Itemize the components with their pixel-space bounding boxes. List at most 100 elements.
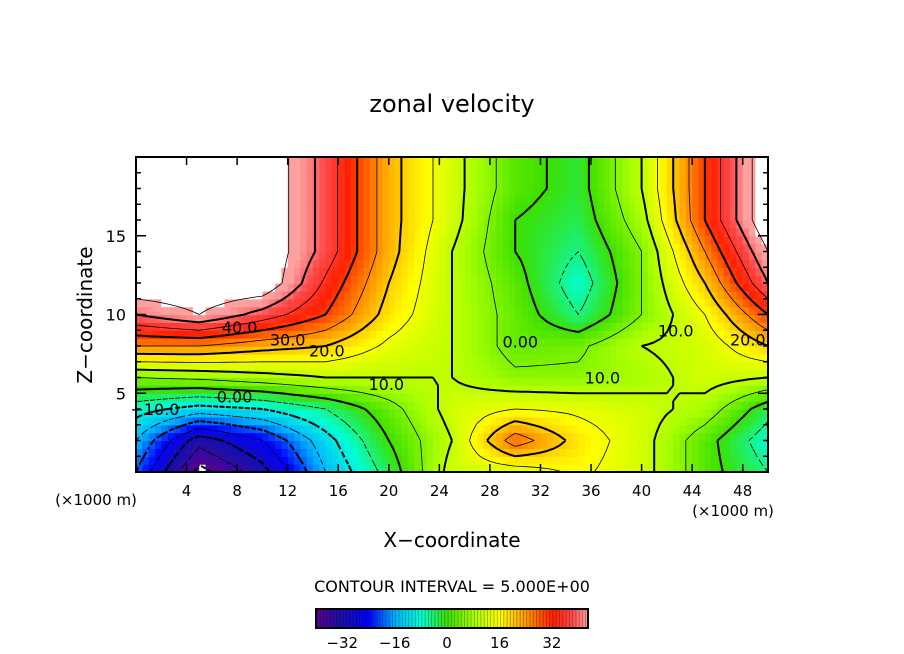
heatmap-cell xyxy=(439,456,447,465)
heatmap-cell xyxy=(433,416,440,426)
heatmap-cell xyxy=(325,212,333,221)
heatmap-cell xyxy=(439,314,447,323)
heatmap-cell xyxy=(173,180,181,190)
heatmap-cell xyxy=(540,401,548,410)
heatmap-cell xyxy=(312,440,320,449)
heatmap-cell xyxy=(230,290,238,300)
heatmap-cell xyxy=(654,330,662,339)
heatmap-cell xyxy=(572,416,579,426)
heatmap-cell xyxy=(344,180,352,190)
heatmap-cell xyxy=(180,330,188,339)
heatmap-cell xyxy=(711,306,719,316)
heatmap-cell xyxy=(331,377,339,386)
heatmap-cell xyxy=(224,456,232,465)
heatmap-cell xyxy=(736,369,744,379)
heatmap-cell xyxy=(262,212,270,221)
heatmap-cell xyxy=(553,267,561,276)
heatmap-cell xyxy=(395,346,403,355)
heatmap-cell xyxy=(755,456,763,465)
heatmap-cell xyxy=(458,243,466,253)
heatmap-cell xyxy=(527,243,535,253)
heatmap-cell xyxy=(205,424,213,434)
heatmap-cell xyxy=(496,204,504,213)
heatmap-cell xyxy=(401,424,409,434)
heatmap-cell xyxy=(148,424,156,434)
heatmap-cell xyxy=(730,290,737,300)
heatmap-cell xyxy=(736,157,744,166)
heatmap-cell xyxy=(369,275,377,284)
heatmap-cell xyxy=(603,172,611,182)
heatmap-cell xyxy=(407,196,415,205)
heatmap-cell xyxy=(439,259,447,268)
heatmap-cell xyxy=(205,251,213,260)
heatmap-cell xyxy=(218,322,226,331)
heatmap-cell xyxy=(350,251,358,260)
heatmap-cell xyxy=(186,204,194,213)
heatmap-cell xyxy=(325,401,333,410)
heatmap-cell xyxy=(502,361,510,371)
heatmap-cell xyxy=(736,393,744,402)
heatmap-cell xyxy=(647,393,655,402)
heatmap-cell xyxy=(458,204,466,213)
heatmap-cell xyxy=(521,346,529,355)
heatmap-cell xyxy=(306,369,314,379)
heatmap-cell xyxy=(496,283,504,292)
heatmap-cell xyxy=(464,322,472,331)
heatmap-cell xyxy=(496,369,504,379)
heatmap-cell xyxy=(597,220,605,229)
heatmap-cell xyxy=(749,377,756,386)
heatmap-cell xyxy=(647,377,655,386)
heatmap-cell xyxy=(249,416,257,426)
heatmap-cell xyxy=(515,306,523,316)
heatmap-cell xyxy=(369,180,377,190)
heatmap-cell xyxy=(186,164,194,174)
heatmap-cell xyxy=(452,243,459,253)
heatmap-cell xyxy=(546,393,554,402)
heatmap-cell xyxy=(161,353,169,363)
heatmap-cell xyxy=(464,212,472,221)
heatmap-cell xyxy=(641,424,649,434)
heatmap-cell xyxy=(230,448,238,457)
heatmap-cell xyxy=(723,346,731,355)
heatmap-cell xyxy=(578,322,586,331)
heatmap-cell xyxy=(395,164,403,174)
heatmap-cell xyxy=(369,298,377,308)
heatmap-cell xyxy=(527,346,535,355)
heatmap-cell xyxy=(723,369,731,379)
heatmap-cell xyxy=(673,432,681,442)
heatmap-cell xyxy=(597,290,605,300)
heatmap-cell xyxy=(312,243,320,253)
colorbar-swatch xyxy=(499,609,504,628)
heatmap-cell xyxy=(401,440,409,449)
heatmap-cell xyxy=(736,353,744,363)
heatmap-cell xyxy=(161,424,169,434)
heatmap-cell xyxy=(382,275,390,284)
heatmap-cell xyxy=(496,180,504,190)
heatmap-cell xyxy=(730,180,737,190)
heatmap-cell xyxy=(439,235,447,245)
heatmap-cell xyxy=(578,448,586,457)
heatmap-cell xyxy=(167,290,175,300)
heatmap-cell xyxy=(521,353,529,363)
heatmap-cell xyxy=(502,416,510,426)
heatmap-cell xyxy=(256,283,263,292)
heatmap-cell xyxy=(445,290,453,300)
heatmap-cell xyxy=(723,330,731,339)
heatmap-cell xyxy=(508,204,516,213)
heatmap-cell xyxy=(458,346,466,355)
heatmap-cell xyxy=(439,306,447,316)
heatmap-cell xyxy=(723,196,731,205)
heatmap-cell xyxy=(199,290,207,300)
heatmap-cell xyxy=(331,220,339,229)
heatmap-cell xyxy=(407,164,415,174)
heatmap-cell xyxy=(338,346,346,355)
heatmap-cell xyxy=(704,204,712,213)
heatmap-cell xyxy=(685,227,693,237)
heatmap-cell xyxy=(407,290,415,300)
heatmap-cell xyxy=(300,251,308,260)
heatmap-cell xyxy=(319,204,327,213)
heatmap-cell xyxy=(755,393,763,402)
heatmap-cell xyxy=(628,290,636,300)
heatmap-cell xyxy=(388,409,396,418)
heatmap-cell xyxy=(167,235,175,245)
